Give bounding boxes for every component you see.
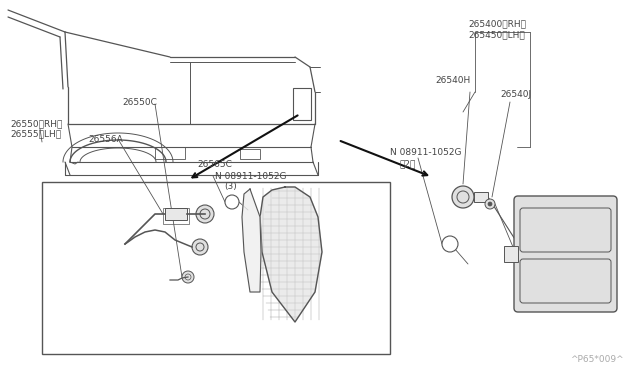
Text: 26555〈LH〉: 26555〈LH〉: [10, 129, 61, 138]
Text: 〈2〉: 〈2〉: [400, 160, 417, 169]
Bar: [163, 208, 189, 224]
Text: ^P65*009^: ^P65*009^: [570, 356, 623, 365]
FancyBboxPatch shape: [514, 196, 617, 312]
Text: N 08911-1052G: N 08911-1052G: [390, 148, 461, 157]
Text: 26550C: 26550C: [122, 97, 157, 106]
Text: N 08911-1052G: N 08911-1052G: [215, 171, 287, 180]
Circle shape: [488, 202, 492, 206]
Text: (3): (3): [224, 182, 237, 190]
Bar: [155, 147, 185, 159]
Circle shape: [442, 236, 458, 252]
Bar: [165, 208, 187, 220]
Text: 26540J: 26540J: [500, 90, 531, 99]
Text: 265400〈RH〉: 265400〈RH〉: [468, 19, 526, 29]
Circle shape: [225, 195, 239, 209]
Text: 265450〈LH〉: 265450〈LH〉: [468, 31, 525, 39]
Circle shape: [182, 271, 194, 283]
Text: 26565C: 26565C: [197, 160, 232, 169]
Bar: [42, 182, 390, 354]
Circle shape: [485, 199, 495, 209]
Circle shape: [452, 186, 474, 208]
Text: 26556A: 26556A: [88, 135, 123, 144]
Text: 26550〈RH〉: 26550〈RH〉: [10, 119, 62, 128]
Text: 26540H: 26540H: [435, 76, 470, 84]
Circle shape: [196, 205, 214, 223]
Polygon shape: [242, 189, 261, 292]
Bar: [474, 192, 488, 202]
Bar: [240, 149, 260, 159]
Polygon shape: [260, 187, 322, 322]
Bar: [504, 246, 518, 262]
Text: N: N: [228, 198, 236, 206]
Circle shape: [192, 239, 208, 255]
Bar: [293, 88, 311, 120]
Text: N: N: [446, 240, 454, 248]
